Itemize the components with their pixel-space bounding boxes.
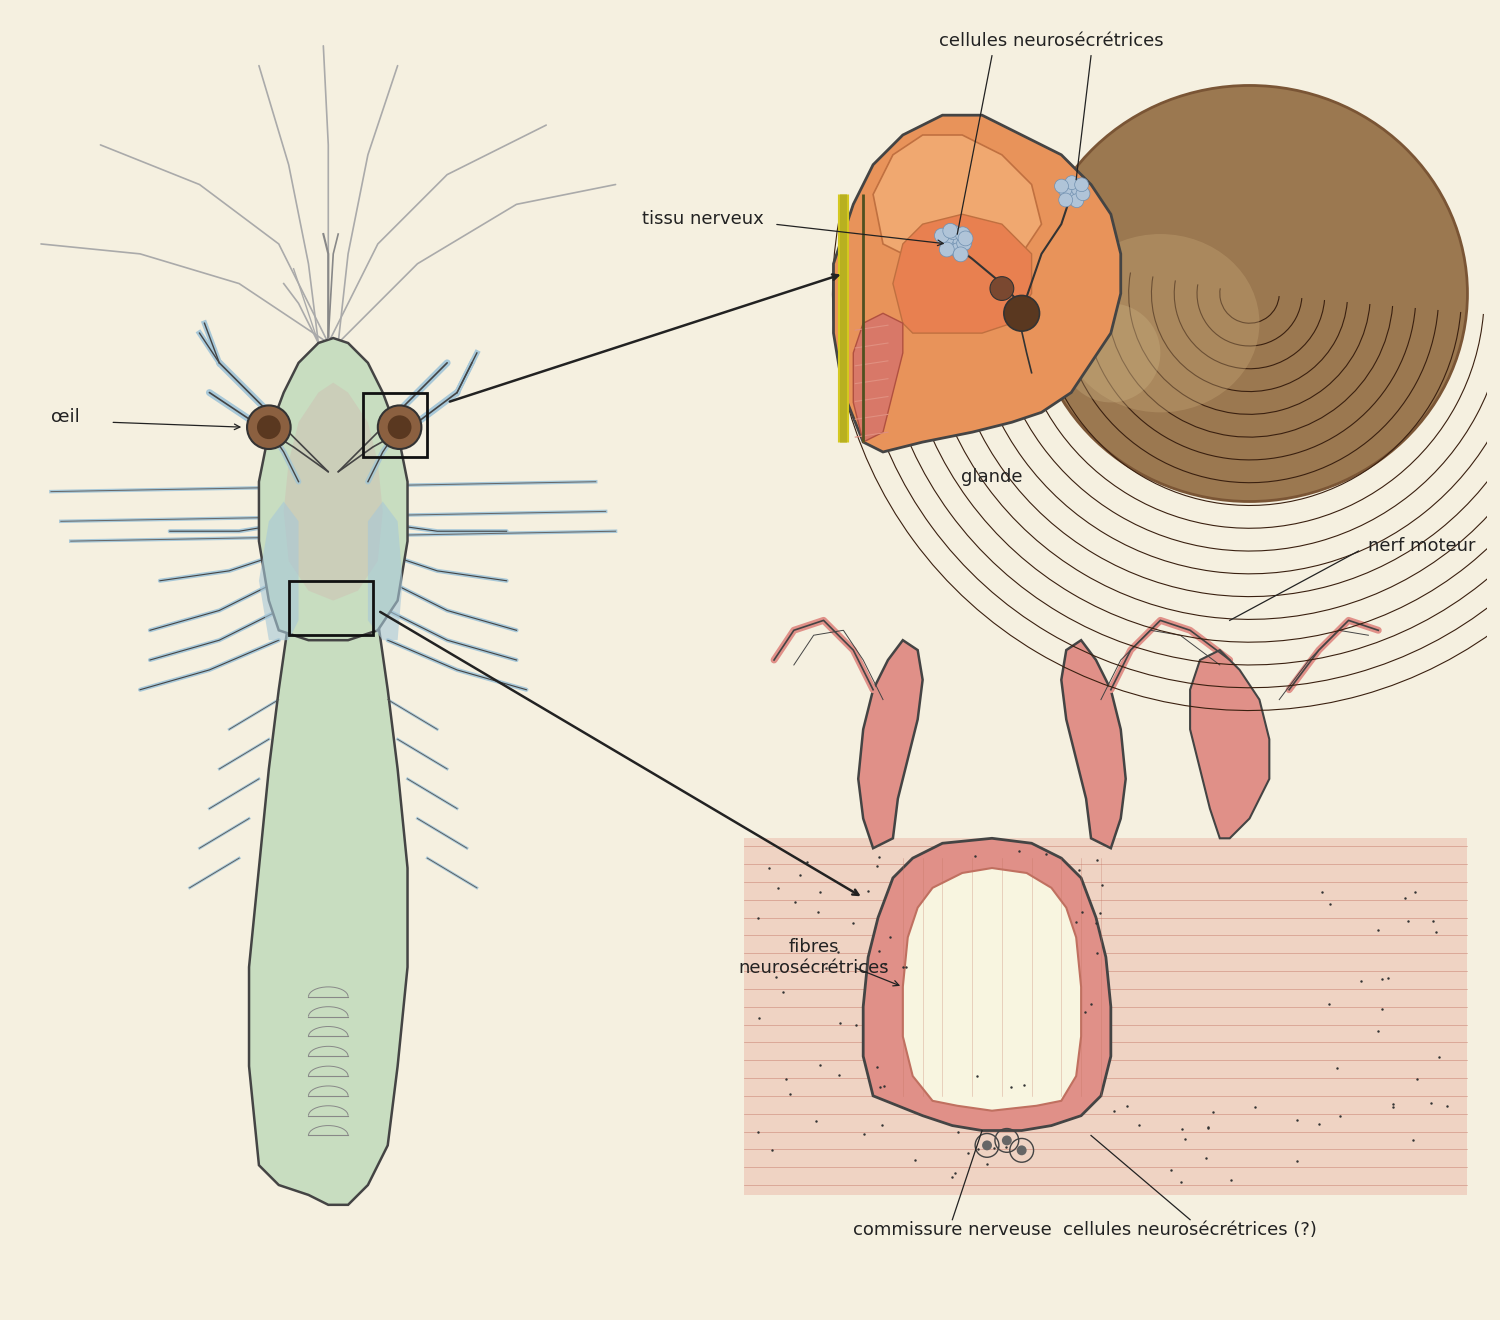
Circle shape: [378, 405, 422, 449]
Polygon shape: [892, 214, 1032, 333]
Circle shape: [387, 416, 411, 440]
Text: cellules neurosécrétrices: cellules neurosécrétrices: [939, 32, 1164, 50]
Text: tissu nerveux: tissu nerveux: [642, 210, 764, 228]
Circle shape: [934, 228, 950, 243]
Circle shape: [1065, 176, 1078, 190]
Text: glande: glande: [962, 467, 1023, 486]
Circle shape: [939, 232, 954, 247]
Circle shape: [952, 247, 968, 261]
Polygon shape: [853, 313, 903, 442]
Circle shape: [1065, 187, 1078, 202]
Circle shape: [1071, 182, 1084, 195]
Polygon shape: [368, 502, 402, 640]
Circle shape: [956, 227, 970, 242]
Polygon shape: [873, 135, 1041, 264]
Circle shape: [248, 405, 291, 449]
Circle shape: [1070, 194, 1083, 207]
Ellipse shape: [1062, 234, 1260, 412]
Text: commissure nerveuse: commissure nerveuse: [853, 1221, 1052, 1238]
Polygon shape: [260, 502, 299, 640]
Polygon shape: [1190, 649, 1269, 838]
Circle shape: [256, 416, 280, 440]
Circle shape: [958, 231, 974, 246]
Text: cellules neurosécrétrices (?): cellules neurosécrétrices (?): [1064, 1221, 1317, 1238]
Text: fibres
neurosécrétrices: fibres neurosécrétrices: [738, 937, 890, 977]
Circle shape: [982, 1140, 992, 1150]
Circle shape: [1002, 1135, 1013, 1146]
Circle shape: [951, 243, 966, 257]
Circle shape: [939, 242, 954, 257]
Circle shape: [952, 231, 966, 246]
Circle shape: [1059, 193, 1072, 207]
Polygon shape: [284, 383, 382, 601]
Ellipse shape: [1032, 86, 1467, 502]
Ellipse shape: [1062, 304, 1161, 403]
Polygon shape: [744, 838, 1467, 1195]
Circle shape: [1017, 1146, 1026, 1155]
Text: nerf moteur: nerf moteur: [1368, 537, 1476, 554]
Text: œil: œil: [51, 408, 80, 426]
Circle shape: [945, 224, 960, 240]
Polygon shape: [260, 338, 408, 640]
Circle shape: [944, 223, 957, 238]
Polygon shape: [858, 640, 922, 849]
Circle shape: [1058, 182, 1072, 197]
Polygon shape: [903, 869, 1082, 1110]
Circle shape: [945, 236, 960, 251]
Bar: [288, 581, 374, 635]
Bar: [363, 392, 428, 457]
Polygon shape: [1062, 640, 1125, 849]
Polygon shape: [862, 838, 1112, 1130]
Polygon shape: [834, 115, 1120, 451]
Polygon shape: [249, 471, 408, 1205]
Circle shape: [1076, 187, 1090, 201]
Circle shape: [1074, 178, 1089, 191]
Circle shape: [1004, 296, 1040, 331]
Circle shape: [990, 277, 1014, 301]
Circle shape: [957, 236, 972, 251]
Circle shape: [1054, 180, 1068, 193]
